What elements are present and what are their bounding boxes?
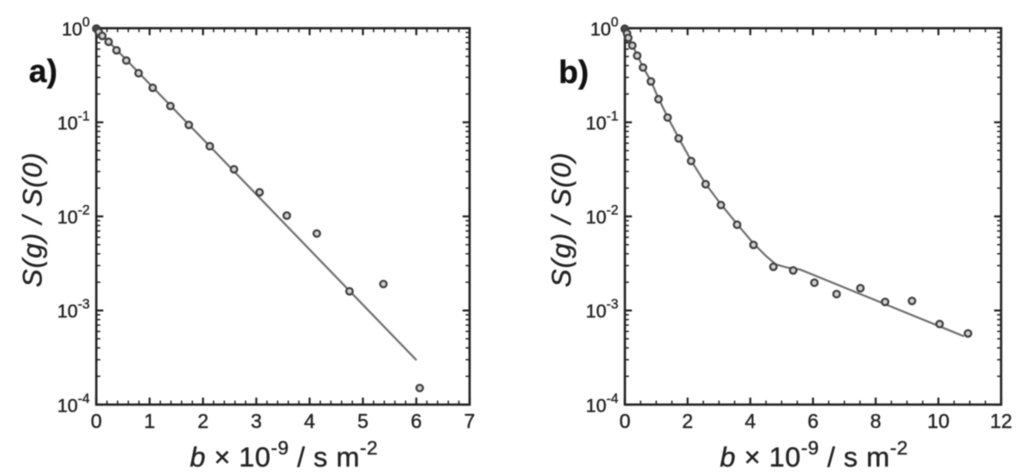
svg-text:b): b) [559, 54, 589, 90]
svg-text:10-3: 10-3 [586, 297, 619, 322]
svg-text:6: 6 [807, 411, 818, 433]
svg-text:1: 1 [144, 411, 155, 433]
svg-text:10: 10 [927, 411, 949, 433]
svg-text:0: 0 [91, 411, 102, 433]
svg-text:12: 12 [990, 411, 1012, 433]
svg-text:2: 2 [682, 411, 693, 433]
svg-text:10-4: 10-4 [57, 391, 90, 416]
svg-text:a): a) [29, 53, 57, 89]
svg-text:4: 4 [304, 411, 315, 433]
svg-text:8: 8 [870, 411, 881, 433]
svg-text:5: 5 [357, 411, 368, 433]
svg-text:0: 0 [619, 411, 630, 433]
svg-text:S(g) / S(0): S(g) / S(0) [547, 152, 577, 288]
svg-text:S(g) / S(0): S(g) / S(0) [18, 152, 48, 288]
svg-text:4: 4 [745, 411, 756, 433]
svg-text:10-1: 10-1 [586, 109, 619, 134]
svg-text:7: 7 [464, 411, 475, 433]
svg-text:3: 3 [251, 411, 262, 433]
svg-text:b × 10-9 / s m-2: b × 10-9 / s m-2 [190, 437, 378, 472]
svg-text:6: 6 [411, 411, 422, 433]
svg-text:2: 2 [197, 411, 208, 433]
svg-text:100: 100 [590, 14, 618, 39]
